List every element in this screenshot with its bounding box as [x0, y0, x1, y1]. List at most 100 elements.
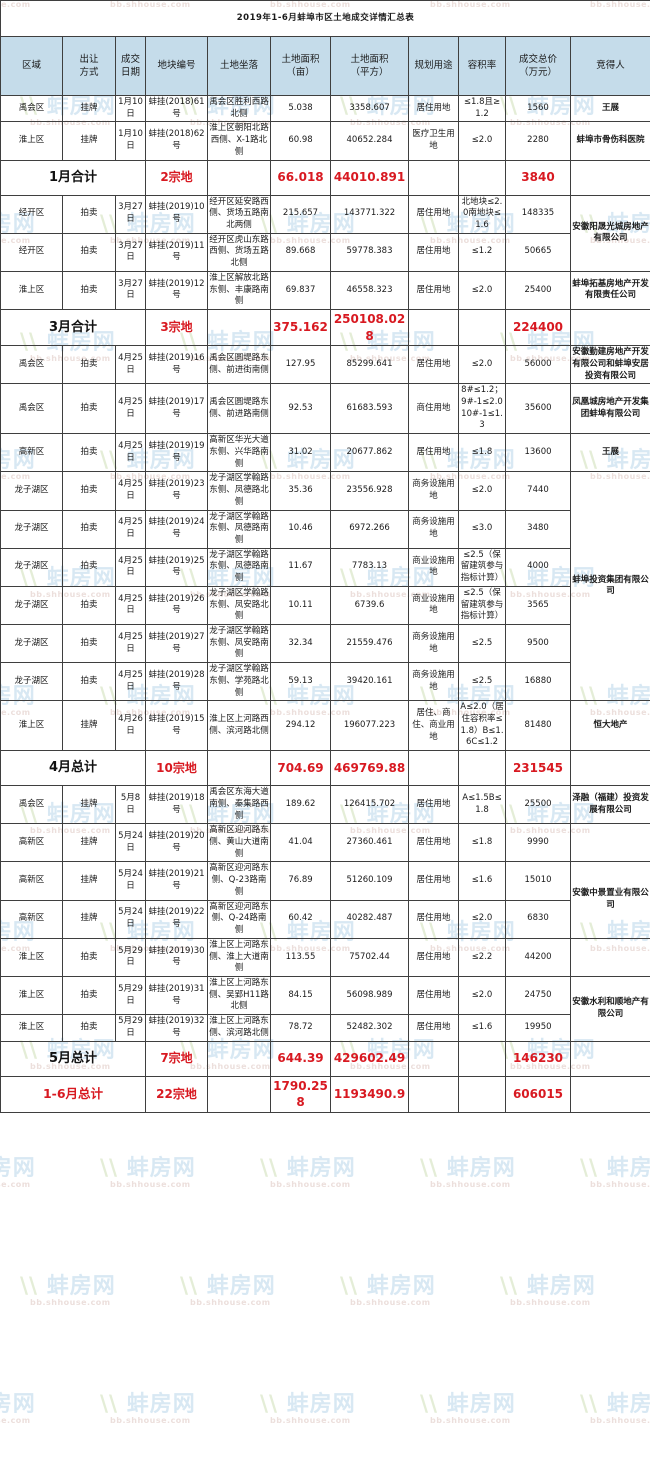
cell-parcel-number: 蚌挂(2019)19号 [145, 433, 208, 473]
cell-deal-date: 4月25日 [115, 433, 146, 473]
subtotal-row: 1月合计 2宗地 66.018 44010.891 3840 [0, 159, 650, 196]
cell-land-location: 经开区延安路西侧、货场五路南北两侧 [207, 194, 271, 234]
cell-total-price: 19950 [505, 1014, 571, 1042]
cell-bidder [569, 937, 650, 977]
cell-bidder: 王展 [569, 94, 650, 123]
cell-planned-use: 居住用地 [408, 975, 459, 1016]
subtotal-usage-blank [408, 1040, 459, 1077]
cell-parcel-number: 蚌挂(2019)11号 [145, 232, 208, 272]
column-header-2: 成交 日期 [115, 36, 146, 96]
subtotal-far-blank [458, 159, 506, 196]
table-row: 经开区 拍卖 3月27日 蚌挂(2019)10号 经开区延安路西侧、货场五路南北两侧 21… [0, 194, 650, 272]
cell-floor-area-ratio: ≤2.5（保留建筑参与指标计算） [458, 585, 506, 625]
subtotal-locate-blank [207, 750, 271, 787]
cell-region: 禹会区 [0, 383, 63, 435]
cell-total-price: 81480 [505, 700, 571, 752]
column-header-5: 土地面积 （亩） [270, 36, 331, 96]
cell-area-mu: 5.038 [270, 94, 331, 123]
cell-region: 经开区 [0, 194, 63, 234]
cell-deal-date: 1月10日 [115, 94, 146, 123]
subtotal-label: 3月合计 [0, 309, 146, 347]
subtotal-label: 4月总计 [0, 750, 146, 787]
subtotal-row: 5月总计 7宗地 644.39 429602.49 146230 [0, 1040, 650, 1077]
cell-transfer-mode: 挂牌 [62, 861, 116, 901]
cell-planned-use: 商业设施用地 [408, 547, 459, 587]
cell-bidder: 凤凰城房地产开发集团蚌埠有限公司 [569, 383, 650, 435]
cell-planned-use: 居住用地 [408, 937, 459, 977]
cell-total-price: 25400 [505, 270, 571, 311]
table-row: 高新区 拍卖 4月25日 蚌挂(2019)19号 高新区华光大道东侧、兴华路南侧 31.0… [0, 433, 650, 473]
cell-parcel-number: 蚌挂(2018)62号 [145, 121, 208, 161]
subtotal-label: 1-6月总计 [0, 1075, 146, 1113]
table-row: 龙子湖区 拍卖 4月25日 蚌挂(2019)26号 龙子湖区学翰路东侧、凤安路北侧 10.… [0, 585, 650, 625]
subtotal-price: 606015 [505, 1075, 571, 1113]
cell-floor-area-ratio: ≤2.0 [458, 471, 506, 511]
cell-region: 高新区 [0, 861, 63, 901]
cell-total-price: 25500 [505, 785, 571, 825]
column-header-3: 地块编号 [145, 36, 208, 96]
table-row: 高新区 挂牌 5月24日 蚌挂(2019)22号 高新区迎河路东侧、Q-24路南侧 60.… [0, 899, 650, 939]
cell-parcel-number: 蚌挂(2019)28号 [145, 662, 208, 702]
cell-transfer-mode: 挂牌 [62, 700, 116, 752]
subtotal-price: 231545 [505, 750, 571, 787]
cell-land-location: 高新区迎河路东侧、黄山大道南侧 [207, 823, 271, 863]
cell-bidder: 安徽勤建房地产开发有限公司和蚌埠安居投资有限公司 [569, 345, 650, 385]
cell-region: 高新区 [0, 899, 63, 939]
cell-area-sqm: 27360.461 [330, 823, 409, 863]
column-header-4: 土地坐落 [207, 36, 271, 96]
cell-region: 龙子湖区 [0, 585, 63, 625]
table-row: 淮上区 拍卖 5月29日 蚌挂(2019)30号 淮上区上河路东侧、淮上大道南侧 113.… [0, 937, 650, 977]
cell-total-price: 6830 [505, 899, 571, 939]
cell-area-mu: 10.46 [270, 509, 331, 549]
cell-total-price: 13600 [505, 433, 571, 473]
cell-region: 淮上区 [0, 270, 63, 311]
cell-transfer-mode: 拍卖 [62, 194, 116, 234]
table-row: 龙子湖区 拍卖 4月25日 蚌挂(2019)24号 龙子湖区学翰路东侧、凤德路南侧 10.… [0, 509, 650, 549]
table-row: 龙子湖区 拍卖 4月25日 蚌挂(2019)27号 龙子湖区学翰路东侧、凤安路南侧 32.… [0, 623, 650, 664]
cell-land-location: 禹会区胜利西路北侧 [207, 94, 271, 123]
cell-total-price: 7440 [505, 471, 571, 511]
subtotal-area-sqm: 250108.028 [330, 309, 409, 347]
cell-region: 龙子湖区 [0, 623, 63, 664]
cell-parcel-number: 蚌挂(2019)18号 [145, 785, 208, 825]
cell-area-sqm: 85299.641 [330, 345, 409, 385]
cell-deal-date: 4月25日 [115, 547, 146, 587]
cell-deal-date: 5月8日 [115, 785, 146, 825]
subtotal-usage-blank [408, 159, 459, 196]
subtotal-count: 2宗地 [145, 159, 208, 196]
subtotal-usage-blank [408, 309, 459, 347]
cell-total-price: 56000 [505, 345, 571, 385]
table-row: 龙子湖区 拍卖 4月25日 蚌挂(2019)23号 龙子湖区学翰路东侧、凤德路北侧 35.… [0, 471, 650, 702]
cell-total-price: 9500 [505, 623, 571, 664]
subtotal-row: 4月总计 10宗地 704.69 469769.88 231545 [0, 750, 650, 787]
cell-floor-area-ratio: 北地块≤2.0南地块≤1.6 [458, 194, 506, 234]
cell-area-mu: 59.13 [270, 662, 331, 702]
column-header-6: 土地面积 （平方） [330, 36, 409, 96]
cell-bidder: 蚌埠投资集团有限公司 [569, 471, 650, 702]
cell-land-location: 禹会区东海大道南侧、秦集路西侧 [207, 785, 271, 825]
cell-land-location: 龙子湖区学翰路东侧、凤德路南侧 [207, 509, 271, 549]
cell-area-sqm: 51260.109 [330, 861, 409, 901]
cell-planned-use: 居住用地 [408, 433, 459, 473]
cell-area-sqm: 52482.302 [330, 1014, 409, 1042]
cell-floor-area-ratio: ≤2.5（保留建筑参与指标计算） [458, 547, 506, 587]
cell-area-mu: 41.04 [270, 823, 331, 863]
cell-land-location: 淮上区上河路西侧、滨河路北侧 [207, 700, 271, 752]
table-container: 2019年1-6月蚌埠市区土地成交详情汇总表 区域 出让 方式 成交 日期 地块编号 土地坐… [0, 0, 650, 1113]
cell-land-location: 高新区迎河路东侧、Q-24路南侧 [207, 899, 271, 939]
table-row: 高新区 挂牌 5月24日 蚌挂(2019)21号 高新区迎河路东侧、Q-23路南侧 76.… [0, 861, 650, 939]
subtotal-area-mu: 375.162 [270, 309, 331, 347]
cell-deal-date: 3月27日 [115, 194, 146, 234]
cell-floor-area-ratio: ≤1.2 [458, 232, 506, 272]
subtotal-bidder-blank [569, 1040, 650, 1077]
subtotal-far-blank [458, 750, 506, 787]
column-header-9: 成交总价 （万元） [505, 36, 571, 96]
cell-parcel-number: 蚌挂(2019)27号 [145, 623, 208, 664]
cell-region: 高新区 [0, 433, 63, 473]
cell-deal-date: 5月29日 [115, 937, 146, 977]
cell-land-location: 龙子湖区学翰路东侧、凤安路北侧 [207, 585, 271, 625]
